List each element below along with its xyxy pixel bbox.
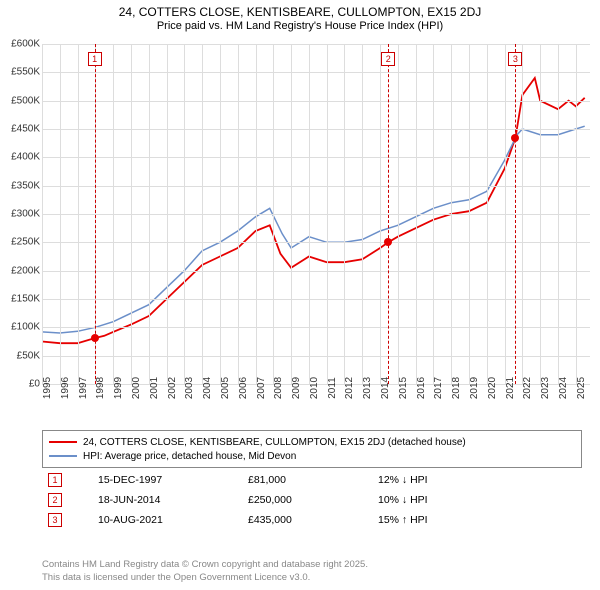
gridline-v [220, 44, 221, 384]
event-point [91, 334, 99, 342]
series-property [42, 78, 585, 343]
gridline-v [42, 44, 43, 384]
event-number-box: 1 [48, 473, 62, 487]
gridline-h [42, 356, 590, 357]
gridline-h [42, 299, 590, 300]
gridline-v [184, 44, 185, 384]
gridline-v [113, 44, 114, 384]
y-tick-label: £100K [2, 322, 40, 333]
gridline-v [167, 44, 168, 384]
chart-title: 24, COTTERS CLOSE, KENTISBEARE, CULLOMPT… [0, 0, 600, 20]
gridline-v [416, 44, 417, 384]
event-marker-box: 1 [88, 52, 102, 66]
event-number-box: 3 [48, 513, 62, 527]
legend: 24, COTTERS CLOSE, KENTISBEARE, CULLOMPT… [42, 430, 582, 468]
gridline-h [42, 129, 590, 130]
gridline-v [273, 44, 274, 384]
event-number-box: 2 [48, 493, 62, 507]
gridline-h [42, 271, 590, 272]
legend-swatch [49, 455, 77, 457]
table-row: 3 10-AUG-2021£435,00015% ↑ HPI [42, 510, 582, 530]
event-vline [95, 44, 96, 384]
gridline-v [522, 44, 523, 384]
gridline-h [42, 101, 590, 102]
y-tick-label: £0 [2, 379, 40, 390]
gridline-v [540, 44, 541, 384]
gridline-v [256, 44, 257, 384]
event-price: £250,000 [242, 490, 372, 510]
gridline-v [344, 44, 345, 384]
gridline-h [42, 157, 590, 158]
gridline-v [291, 44, 292, 384]
gridline-h [42, 186, 590, 187]
gridline-h [42, 214, 590, 215]
gridline-v [558, 44, 559, 384]
event-date: 15-DEC-1997 [92, 470, 242, 490]
chart-container: 24, COTTERS CLOSE, KENTISBEARE, CULLOMPT… [0, 0, 600, 590]
legend-swatch [49, 441, 77, 443]
event-price: £435,000 [242, 510, 372, 530]
gridline-v [362, 44, 363, 384]
event-marker-box: 3 [508, 52, 522, 66]
gridline-v [398, 44, 399, 384]
gridline-v [433, 44, 434, 384]
gridline-v [202, 44, 203, 384]
y-tick-label: £550K [2, 67, 40, 78]
y-tick-label: £300K [2, 209, 40, 220]
legend-row: HPI: Average price, detached house, Mid … [49, 449, 575, 463]
gridline-h [42, 242, 590, 243]
gridline-v [149, 44, 150, 384]
legend-label: 24, COTTERS CLOSE, KENTISBEARE, CULLOMPT… [83, 437, 466, 448]
event-marker-box: 2 [381, 52, 395, 66]
y-tick-label: £400K [2, 152, 40, 163]
gridline-v [309, 44, 310, 384]
events-table: 1 15-DEC-1997£81,00012% ↓ HPI 2 18-JUN-2014… [42, 470, 582, 530]
gridline-v [78, 44, 79, 384]
gridline-v [327, 44, 328, 384]
event-date: 18-JUN-2014 [92, 490, 242, 510]
y-tick-label: £500K [2, 95, 40, 106]
gridline-h [42, 44, 590, 45]
y-tick-label: £50K [2, 350, 40, 361]
event-vline [388, 44, 389, 384]
y-tick-label: £600K [2, 39, 40, 50]
gridline-v [238, 44, 239, 384]
chart-subtitle: Price paid vs. HM Land Registry's House … [0, 20, 600, 32]
event-price: £81,000 [242, 470, 372, 490]
chart-area: £0£50K£100K£150K£200K£250K£300K£350K£400… [42, 44, 590, 404]
gridline-v [487, 44, 488, 384]
event-vline [515, 44, 516, 384]
gridline-v [505, 44, 506, 384]
plot-region: £0£50K£100K£150K£200K£250K£300K£350K£400… [42, 44, 590, 384]
footer-line-2: This data is licensed under the Open Gov… [42, 572, 368, 584]
footer-line-1: Contains HM Land Registry data © Crown c… [42, 559, 368, 571]
gridline-v [576, 44, 577, 384]
gridline-v [380, 44, 381, 384]
gridline-h [42, 327, 590, 328]
gridline-h [42, 72, 590, 73]
legend-label: HPI: Average price, detached house, Mid … [83, 451, 296, 462]
footer-attribution: Contains HM Land Registry data © Crown c… [42, 559, 368, 584]
gridline-v [451, 44, 452, 384]
table-row: 1 15-DEC-1997£81,00012% ↓ HPI [42, 470, 582, 490]
event-delta: 12% ↓ HPI [372, 470, 582, 490]
y-tick-label: £200K [2, 265, 40, 276]
y-tick-label: £450K [2, 124, 40, 135]
gridline-v [60, 44, 61, 384]
event-point [511, 134, 519, 142]
y-tick-label: £150K [2, 294, 40, 305]
y-tick-label: £250K [2, 237, 40, 248]
legend-row: 24, COTTERS CLOSE, KENTISBEARE, CULLOMPT… [49, 435, 575, 449]
event-delta: 15% ↑ HPI [372, 510, 582, 530]
gridline-v [131, 44, 132, 384]
event-point [384, 238, 392, 246]
event-date: 10-AUG-2021 [92, 510, 242, 530]
gridline-v [469, 44, 470, 384]
event-delta: 10% ↓ HPI [372, 490, 582, 510]
table-row: 2 18-JUN-2014£250,00010% ↓ HPI [42, 490, 582, 510]
y-tick-label: £350K [2, 180, 40, 191]
